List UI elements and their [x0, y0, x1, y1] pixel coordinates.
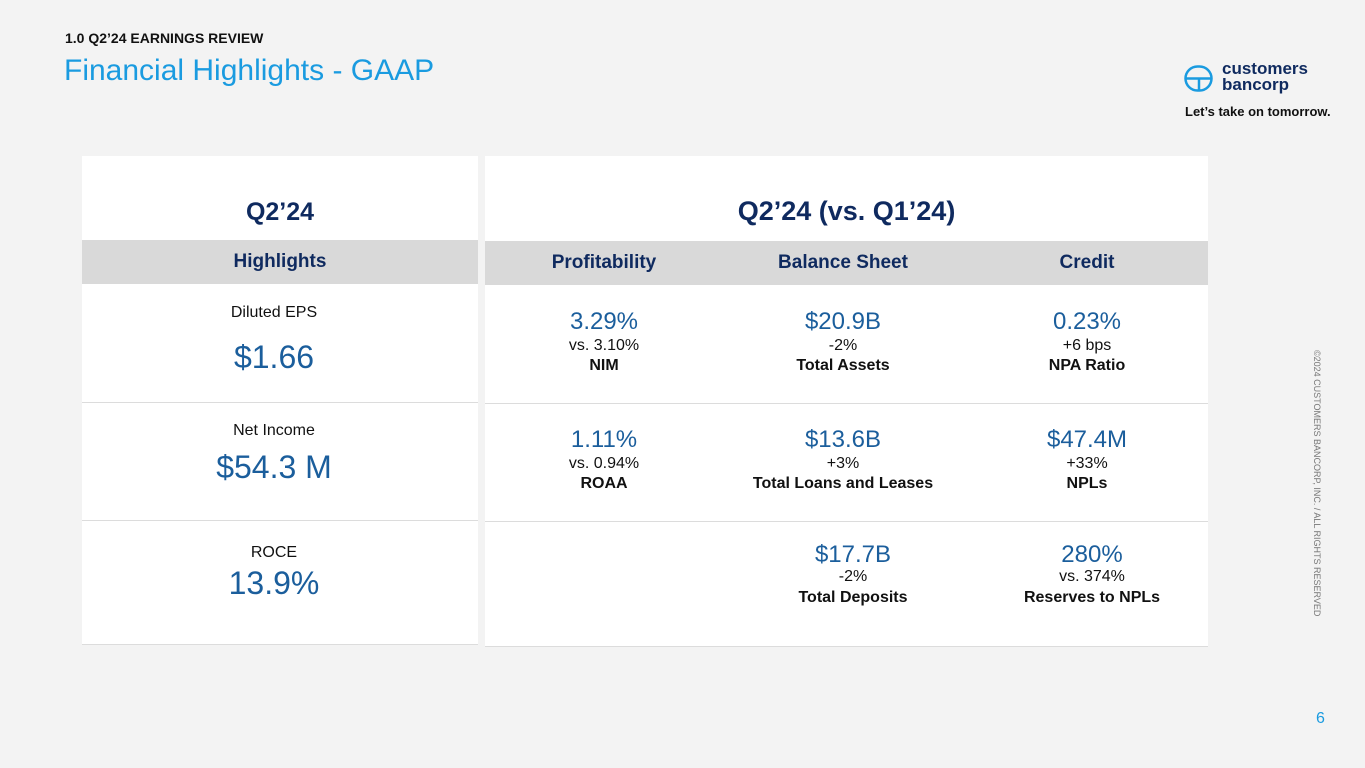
metric-value: $47.4M [1046, 426, 1128, 453]
row-separator [485, 403, 1208, 404]
copyright: ©2024 CUSTOMERS BANCORP, INC. / ALL RIGH… [1312, 350, 1322, 617]
metric-label: Total Deposits [798, 589, 908, 606]
page-title: Financial Highlights - GAAP [64, 54, 435, 87]
tagline: Let’s take on tomorrow. [1185, 104, 1331, 119]
right-panel: Q2’24 (vs. Q1’24) Profitability Balance S… [485, 156, 1208, 647]
page-number: 6 [1316, 710, 1325, 727]
metric-value: $20.9B [804, 308, 882, 335]
metric-value: $54.3 M [216, 449, 332, 485]
row-separator [82, 644, 478, 645]
metric-label: Total Assets [796, 357, 890, 374]
row-separator [82, 520, 478, 521]
metric-change: +6 bps [1062, 337, 1112, 354]
logo-line: customers [1222, 59, 1308, 78]
row-separator [485, 646, 1208, 647]
metric-label: Net Income [233, 422, 315, 439]
column-header: Highlights [233, 251, 327, 272]
metric-value: $13.6B [804, 426, 882, 453]
metric-label: NPLs [1066, 475, 1108, 492]
metric-value: 13.9% [228, 565, 320, 601]
row-separator [485, 521, 1208, 522]
metric-value: 280% [1061, 541, 1123, 568]
column-header: Balance Sheet [778, 252, 908, 273]
metric-value: 0.23% [1052, 308, 1122, 335]
metric-value: 1.11% [570, 426, 638, 453]
metric-label: NIM [589, 357, 619, 374]
metric-label: Total Loans and Leases [752, 475, 934, 492]
metric-change: +3% [826, 455, 860, 472]
logo-text: customers bancorp [1222, 59, 1308, 94]
logo-icon [1184, 65, 1213, 92]
metric-change: vs. 3.10% [568, 337, 640, 354]
metric-value: $1.66 [233, 339, 315, 375]
metric-change: vs. 0.94% [568, 455, 640, 472]
metric-label: ROCE [250, 544, 298, 561]
metric-change: +33% [1066, 455, 1108, 472]
header-band [485, 241, 1208, 285]
metric-value: $17.7B [814, 541, 892, 568]
metric-change: -2% [838, 568, 868, 585]
metric-label: ROAA [580, 475, 628, 492]
metric-change: vs. 374% [1059, 568, 1125, 585]
logo-line: bancorp [1222, 75, 1290, 94]
column-header: Profitability [551, 252, 657, 273]
metric-change: -2% [828, 337, 858, 354]
metric-label: NPA Ratio [1048, 357, 1126, 374]
header-band [82, 240, 478, 284]
panel-title: Q2’24 (vs. Q1’24) [737, 196, 956, 226]
row-separator [82, 402, 478, 403]
metric-label: Reserves to NPLs [1023, 589, 1161, 606]
metric-label: Diluted EPS [230, 304, 318, 321]
column-header: Credit [1059, 252, 1115, 273]
left-panel: Q2’24 Highlights Diluted EPS $1.66 Net Inc… [82, 156, 478, 645]
section-label: 1.0 Q2’24 EARNINGS REVIEW [65, 30, 264, 46]
panel-title: Q2’24 [245, 198, 315, 226]
metric-value: 3.29% [569, 308, 639, 335]
